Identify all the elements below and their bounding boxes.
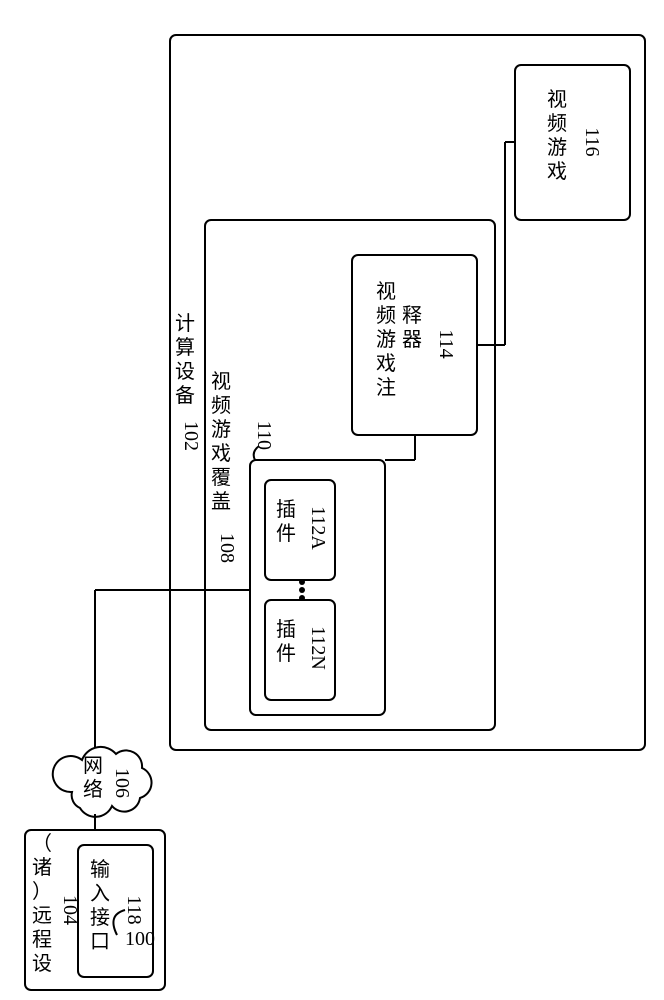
- svg-text:118: 118: [123, 895, 145, 924]
- figure-number: 100: [125, 928, 155, 950]
- svg-text:输: 输: [90, 858, 110, 881]
- dots-icon: [299, 587, 305, 593]
- svg-text:件: 件: [276, 522, 296, 545]
- plugin-container-box: [250, 460, 385, 715]
- svg-text:算: 算: [175, 336, 195, 359]
- dots-icon: [299, 579, 305, 585]
- svg-text:视: 视: [547, 88, 567, 111]
- overlay-label: 视 频 游 戏 覆 盖 108: [211, 370, 238, 563]
- svg-text:计: 计: [175, 312, 195, 335]
- plugin-n-label: 插 件 112N: [276, 618, 329, 670]
- plugin-a-label: 插 件 112A: [276, 498, 329, 550]
- plugin-container-num: 110: [253, 421, 275, 450]
- svg-text:频: 频: [211, 394, 231, 417]
- svg-text:设: 设: [175, 360, 195, 383]
- video-game-label: 视 频 游 戏 116: [547, 88, 603, 183]
- dots-icon: [299, 595, 305, 601]
- svg-text:备: 备: [175, 384, 195, 407]
- svg-text:络: 络: [83, 778, 103, 801]
- svg-text:游: 游: [376, 328, 396, 351]
- overlay-box: [205, 220, 495, 730]
- svg-text:接: 接: [90, 906, 110, 929]
- video-game-box: [515, 65, 630, 220]
- svg-text:112A: 112A: [307, 506, 329, 550]
- svg-text:插: 插: [276, 618, 296, 641]
- svg-text:程: 程: [32, 928, 52, 951]
- svg-text:）: ）: [32, 880, 52, 903]
- svg-text:插: 插: [276, 498, 296, 521]
- svg-text:件: 件: [276, 642, 296, 665]
- svg-text:视: 视: [376, 280, 396, 303]
- computing-device-label: 计 算 设 备 102: [175, 312, 202, 451]
- svg-text:口: 口: [90, 931, 110, 953]
- svg-text:106: 106: [111, 768, 133, 798]
- svg-text:（: （: [32, 832, 52, 855]
- svg-text:频: 频: [376, 304, 396, 327]
- svg-text:注: 注: [376, 376, 396, 399]
- svg-text:诸: 诸: [32, 856, 52, 879]
- network-label: 网 络 106: [83, 755, 133, 801]
- svg-text:远: 远: [32, 905, 52, 927]
- svg-text:设: 设: [32, 952, 52, 975]
- svg-text:释: 释: [402, 304, 422, 327]
- svg-text:频: 频: [547, 112, 567, 135]
- svg-text:108: 108: [216, 533, 238, 563]
- svg-text:114: 114: [435, 329, 457, 358]
- svg-text:戏: 戏: [376, 352, 396, 375]
- remote-device-label: （ 诸 ） 远 程 设 104: [32, 832, 81, 975]
- svg-text:视: 视: [211, 370, 231, 393]
- diagram-root: 100 计 算 设 备 102 视 频 游 戏 覆 盖 108 110 插 件 …: [0, 0, 664, 1000]
- svg-text:器: 器: [402, 329, 422, 351]
- svg-text:游: 游: [211, 418, 231, 441]
- annotator-label: 视 频 游 戏 注 释 器 114: [376, 280, 457, 399]
- svg-text:戏: 戏: [547, 160, 567, 183]
- svg-text:116: 116: [581, 127, 603, 156]
- svg-text:戏: 戏: [211, 442, 231, 465]
- svg-text:入: 入: [90, 883, 110, 905]
- svg-text:112N: 112N: [307, 626, 329, 670]
- computing-device-box: [170, 35, 645, 750]
- svg-text:覆: 覆: [211, 467, 231, 489]
- svg-text:102: 102: [180, 421, 202, 451]
- svg-text:盖: 盖: [211, 490, 231, 513]
- svg-text:游: 游: [547, 136, 567, 159]
- svg-text:网: 网: [83, 755, 103, 777]
